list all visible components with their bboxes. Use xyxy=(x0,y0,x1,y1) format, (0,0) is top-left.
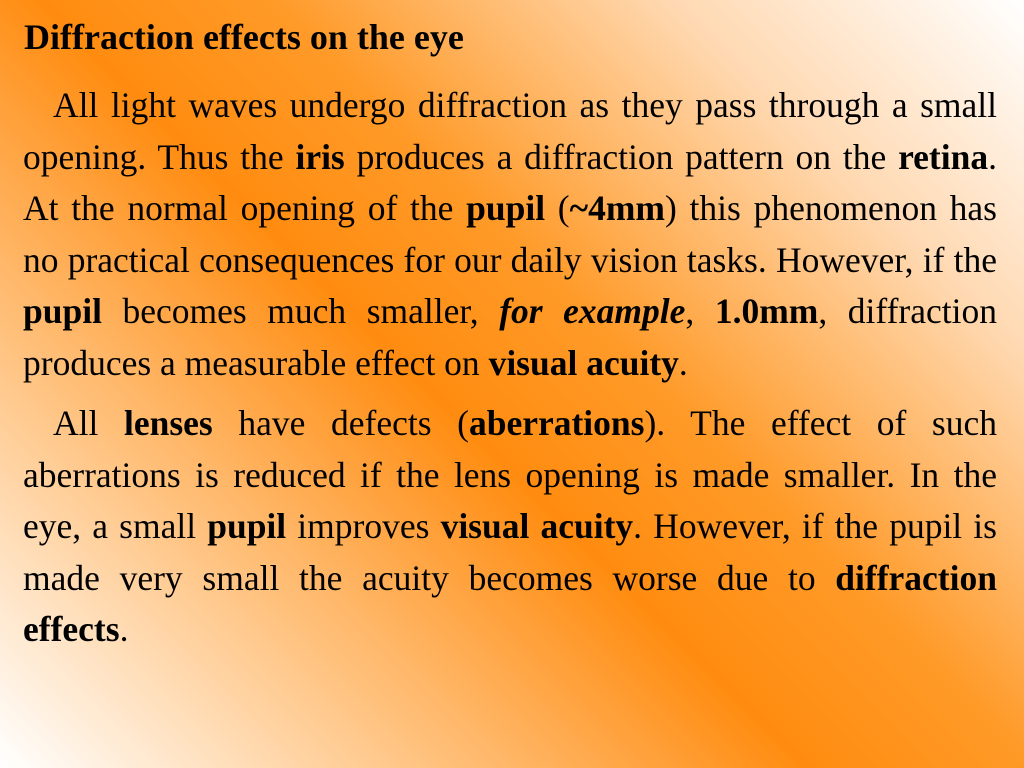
paragraph: All light waves undergo diffraction as t… xyxy=(23,80,997,389)
text-run: ) this phenomenon has no practical conse… xyxy=(23,188,997,280)
slide-title: Diffraction effects on the eye xyxy=(24,17,464,57)
paragraph: All lenses have defects (aberrations). T… xyxy=(23,398,997,656)
bold-text: 1.0mm xyxy=(714,291,819,331)
text-run: ( xyxy=(545,188,570,228)
bold-text: iris xyxy=(295,136,345,177)
text-run: becomes much smaller, xyxy=(101,291,500,331)
text-run: . At the normal opening of the xyxy=(23,136,997,229)
text-run: All light waves undergo diffraction as t… xyxy=(23,85,997,177)
bold-text: visual acuity xyxy=(440,506,634,546)
bold-text: diffraction effects xyxy=(23,557,997,650)
bold-text: pupil xyxy=(466,188,546,228)
slide-body: All light waves undergo diffraction as t… xyxy=(23,80,997,665)
text-run: All xyxy=(53,403,124,443)
bold-text: aberrations xyxy=(468,403,645,443)
bold-text: pupil xyxy=(207,506,287,546)
text-run: , xyxy=(685,291,715,331)
text-run: . However, if the pupil is made very sma… xyxy=(23,506,997,598)
text-run: . xyxy=(119,609,129,649)
text-run: ). The effect of such aberrations is red… xyxy=(23,403,997,546)
bold-text: ~4mm xyxy=(569,188,665,228)
bold-text: for example xyxy=(499,291,686,331)
bold-text: lenses xyxy=(123,403,213,443)
text-run: , diffraction produces a measurable effe… xyxy=(23,291,997,383)
text-run: improves xyxy=(286,506,441,546)
bold-text: pupil xyxy=(23,291,102,331)
text-run: produces a diffraction pattern on the xyxy=(344,136,899,177)
text-run: have defects ( xyxy=(212,403,469,443)
bold-text: visual acuity xyxy=(488,342,679,383)
bold-text: retina xyxy=(898,136,989,177)
text-run: . xyxy=(678,342,688,383)
